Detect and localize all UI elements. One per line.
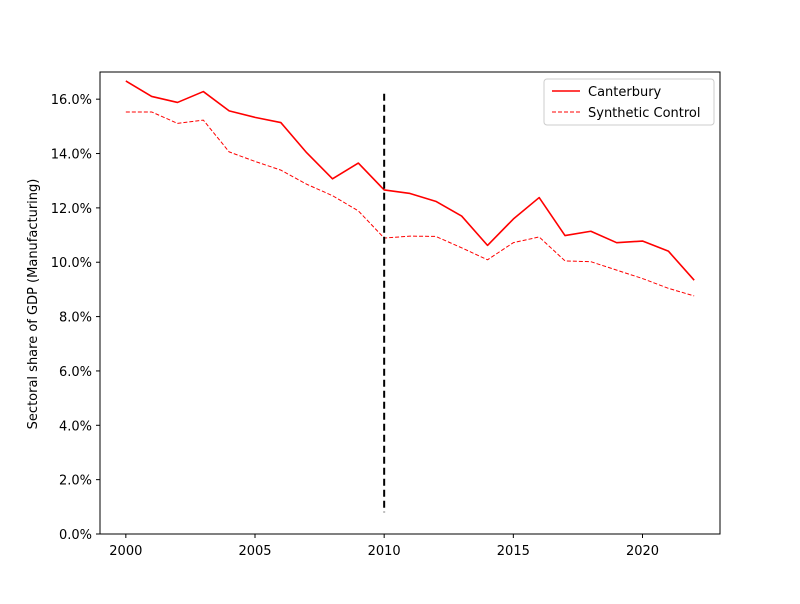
legend-box bbox=[543, 78, 715, 126]
y-tick-label: 12.0% bbox=[51, 202, 92, 217]
y-tick-label: 10.0% bbox=[51, 256, 92, 271]
series-line-synthetic-control bbox=[125, 111, 695, 297]
x-tick-label: 2000 bbox=[109, 544, 142, 559]
x-tick-label: 2010 bbox=[368, 544, 401, 559]
y-tick-label: 8.0% bbox=[59, 311, 92, 326]
axes-layer: 2000 2005 2010 2015 2020 0.0% 2.0% 4.0% 6.0% 8.0%… bbox=[51, 71, 721, 559]
y-tick-label: 4.0% bbox=[59, 419, 92, 434]
x-tick-label: 2020 bbox=[626, 544, 659, 559]
y-tick-label: 6.0% bbox=[59, 365, 92, 380]
legend: Canterbury Synthetic Control bbox=[543, 78, 715, 126]
x-tick-label: 2015 bbox=[497, 544, 530, 559]
y-tick-label: 16.0% bbox=[51, 93, 92, 108]
y-tick-label: 0.0% bbox=[59, 528, 92, 543]
y-tick-label: 2.0% bbox=[59, 474, 92, 489]
legend-label: Canterbury bbox=[588, 85, 662, 100]
y-axis-label: Sectoral share of GDP (Manufacturing) bbox=[26, 179, 41, 430]
plot-frame bbox=[99, 71, 721, 535]
plot-layer bbox=[125, 80, 695, 513]
y-tick-label: 14.0% bbox=[51, 148, 92, 163]
legend-label: Synthetic Control bbox=[588, 106, 701, 121]
series-line-canterbury bbox=[125, 80, 695, 281]
x-tick-label: 2005 bbox=[238, 544, 271, 559]
